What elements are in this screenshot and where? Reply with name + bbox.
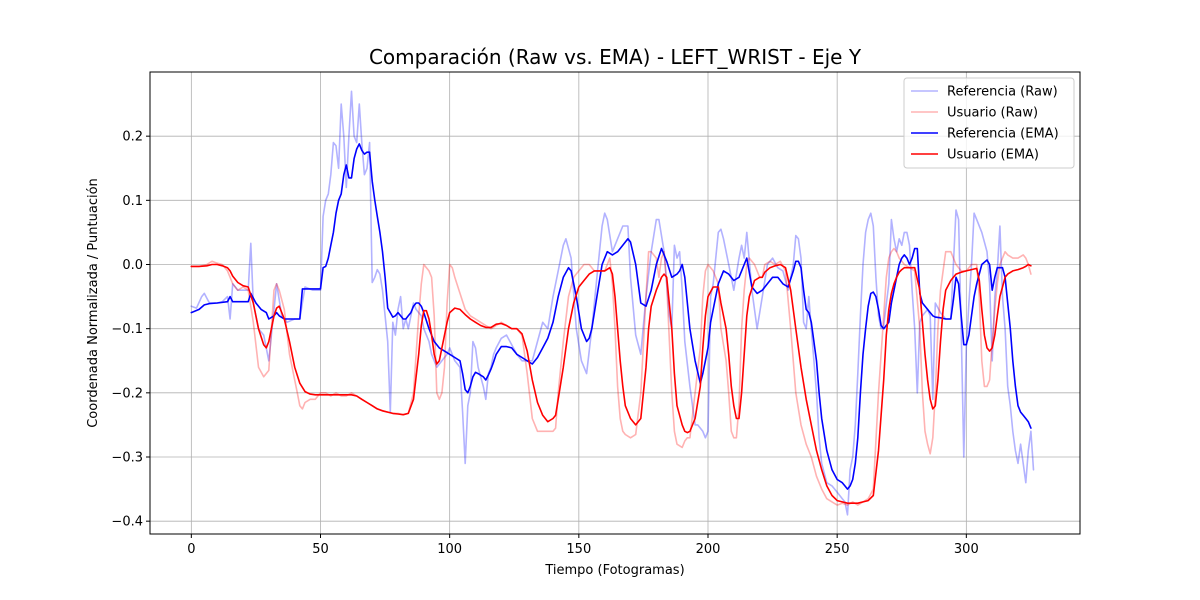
legend-box [903, 77, 1075, 169]
y-tick-label: −0.3 [111, 451, 143, 466]
series-layer [190, 90, 1035, 516]
y-tick-label: 0.2 [122, 130, 143, 145]
legend-label: Usuario (EMA) [947, 148, 1039, 163]
x-axis: 0 50 100 150 200 250 300 [187, 534, 979, 557]
y-tick-label: −0.4 [111, 515, 143, 530]
x-tick-label: 250 [825, 542, 850, 557]
x-tick-label: 0 [187, 542, 195, 557]
y-tick-label: −0.1 [111, 322, 143, 337]
y-axis-label: Coordenada Normalizada / Puntuación [86, 178, 101, 428]
series-line-3 [190, 143, 1032, 490]
legend-label: Usuario (Raw) [947, 106, 1038, 121]
x-tick-label: 50 [312, 542, 329, 557]
y-tick-label: −0.2 [111, 386, 143, 401]
legend: Referencia (Raw) Usuario (Raw) Referencia … [903, 77, 1075, 169]
x-tick-label: 300 [954, 542, 979, 557]
series-line-1 [190, 90, 1035, 516]
series-line-2 [190, 247, 1032, 506]
x-tick-label: 150 [566, 542, 591, 557]
series-line-4 [190, 263, 1032, 504]
legend-label: Referencia (EMA) [947, 127, 1059, 142]
y-tick-label: 0.0 [122, 258, 143, 273]
grid [150, 72, 1080, 534]
y-axis: −0.4 −0.3 −0.2 −0.1 0.0 0.1 0.2 [111, 130, 150, 530]
plot-frame [149, 71, 1081, 535]
x-tick-label: 100 [437, 542, 462, 557]
legend-label: Referencia (Raw) [947, 85, 1058, 100]
x-tick-label: 200 [696, 542, 721, 557]
chart-title: Comparación (Raw vs. EMA) - LEFT_WRIST -… [369, 45, 862, 69]
y-tick-label: 0.1 [122, 194, 143, 209]
x-axis-label: Tiempo (Fotogramas) [544, 563, 684, 578]
